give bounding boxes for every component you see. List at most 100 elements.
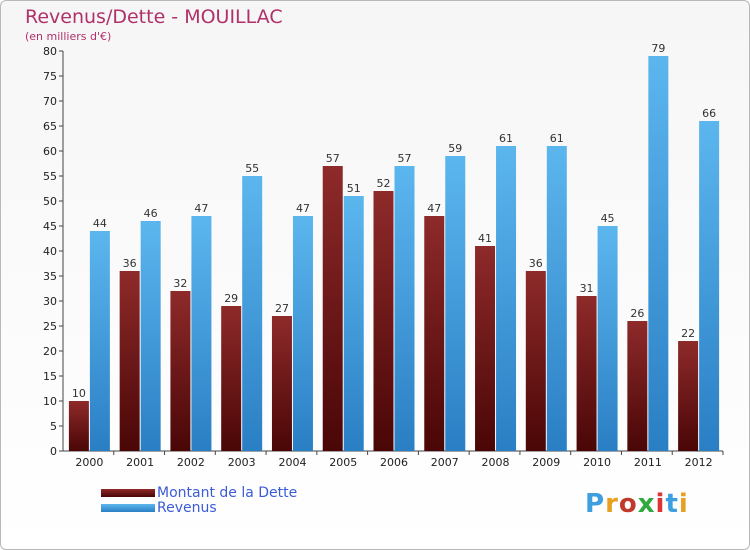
bar-revenus	[140, 221, 161, 451]
y-tick-label: 55	[43, 170, 57, 183]
y-tick-label: 25	[43, 320, 57, 333]
data-label-dette: 36	[123, 257, 137, 270]
y-tick-label: 70	[43, 95, 57, 108]
bar-revenus	[699, 121, 720, 451]
legend-swatch-revenus	[101, 504, 155, 512]
x-tick-label: 2006	[380, 456, 408, 469]
bar-revenus	[89, 231, 110, 451]
data-label-revenus: 47	[194, 202, 208, 215]
legend-label-dette: Montant de la Dette	[157, 485, 298, 501]
bar-dette	[475, 246, 496, 451]
x-tick-label: 2002	[177, 456, 205, 469]
bar-dette	[119, 271, 140, 451]
data-label-dette: 52	[377, 177, 391, 190]
data-label-revenus: 44	[93, 217, 107, 230]
bar-revenus	[242, 176, 263, 451]
x-tick-label: 2009	[532, 456, 560, 469]
bars: 10 44 36 46 32 47 29 55 27 47 57 51 52 57 47 59 41 61 36 61…	[68, 42, 720, 451]
data-label-dette: 31	[580, 282, 594, 295]
y-tick-label: 80	[43, 45, 57, 58]
data-label-revenus: 57	[398, 152, 412, 165]
bar-dette	[627, 321, 648, 451]
x-tick-label: 2000	[75, 456, 103, 469]
x-tick-label: 2010	[583, 456, 611, 469]
data-label-revenus: 45	[601, 212, 615, 225]
y-tick-label: 30	[43, 295, 57, 308]
x-tick-label: 2007	[431, 456, 459, 469]
bar-revenus	[394, 166, 415, 451]
bar-dette	[576, 296, 597, 451]
data-label-dette: 57	[326, 152, 340, 165]
data-label-dette: 10	[72, 387, 86, 400]
proxiti-logo: Proxiti	[585, 489, 689, 519]
data-label-revenus: 51	[347, 182, 361, 195]
x-axis: 2000 2001 2002 2003 2004 2005 2006 2007 2008 2009…	[63, 450, 724, 469]
data-label-revenus: 46	[144, 207, 158, 220]
logo-letter: i	[678, 489, 689, 519]
y-tick-label: 45	[43, 220, 57, 233]
x-tick-label: 2011	[634, 456, 662, 469]
data-label-dette: 41	[478, 232, 492, 245]
bar-dette	[525, 271, 546, 451]
legend-label-revenus: Revenus	[157, 500, 217, 516]
data-label-revenus: 59	[448, 142, 462, 155]
bar-dette	[322, 166, 343, 451]
data-label-dette: 29	[224, 292, 238, 305]
bar-revenus	[191, 216, 212, 451]
bar-revenus	[445, 156, 466, 451]
data-label-dette: 27	[275, 302, 289, 315]
y-axis: 0 5 10 15 20 25 30 35 40 45 50 55 60 65 70 75 80	[43, 45, 64, 458]
bar-dette	[68, 401, 89, 451]
logo-letter: r	[605, 489, 619, 519]
bar-revenus	[597, 226, 618, 451]
chart-title: Revenus/Dette - MOUILLAC	[25, 6, 283, 28]
bar-revenus	[648, 56, 669, 451]
legend-swatch-dette	[101, 489, 155, 497]
data-label-revenus: 61	[499, 132, 513, 145]
x-tick-label: 2003	[228, 456, 256, 469]
bar-dette	[373, 191, 394, 451]
bar-dette	[271, 316, 292, 451]
bar-revenus	[546, 146, 567, 451]
y-tick-label: 15	[43, 370, 57, 383]
y-tick-label: 40	[43, 245, 57, 258]
bar-revenus	[496, 146, 517, 451]
x-tick-label: 2008	[482, 456, 510, 469]
logo-letter: P	[585, 489, 606, 519]
bar-dette	[221, 306, 242, 451]
y-tick-label: 20	[43, 345, 57, 358]
y-tick-label: 65	[43, 120, 57, 133]
logo-letter: x	[637, 489, 656, 519]
x-tick-label: 2001	[126, 456, 154, 469]
y-tick-label: 75	[43, 70, 57, 83]
y-tick-label: 50	[43, 195, 57, 208]
data-label-revenus: 61	[550, 132, 564, 145]
y-tick-label: 10	[43, 395, 57, 408]
bar-revenus	[292, 216, 313, 451]
bar-dette	[678, 341, 699, 451]
y-tick-label: 35	[43, 270, 57, 283]
x-tick-label: 2005	[329, 456, 357, 469]
data-label-dette: 36	[529, 257, 543, 270]
data-label-dette: 47	[427, 202, 441, 215]
data-label-dette: 32	[173, 277, 187, 290]
x-tick-label: 2012	[685, 456, 713, 469]
logo-letter: t	[665, 489, 679, 519]
bar-dette	[170, 291, 191, 451]
x-tick-label: 2004	[278, 456, 306, 469]
data-label-revenus: 55	[245, 162, 259, 175]
bar-dette	[424, 216, 445, 451]
y-tick-label: 60	[43, 145, 57, 158]
data-label-revenus: 79	[651, 42, 665, 55]
chart-subtitle: (en milliers d'€)	[25, 30, 112, 43]
data-label-revenus: 66	[702, 107, 716, 120]
data-label-revenus: 47	[296, 202, 310, 215]
y-tick-label: 5	[50, 420, 57, 433]
y-tick-label: 0	[50, 445, 57, 458]
data-label-dette: 22	[681, 327, 695, 340]
data-label-dette: 26	[630, 307, 644, 320]
bar-revenus	[343, 196, 364, 451]
logo-letter: o	[618, 489, 638, 519]
